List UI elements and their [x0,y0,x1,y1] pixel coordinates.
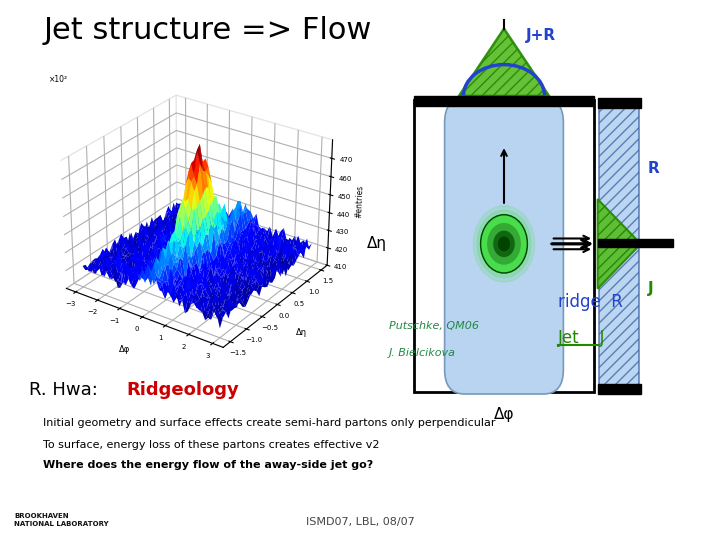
Text: J+R: J+R [526,28,556,43]
Bar [414,100,594,392]
Polygon shape [459,29,549,96]
Text: Putschke, QM06: Putschke, QM06 [389,321,479,332]
Bar [598,98,641,108]
Text: Where does the energy flow of the away-side jet go?: Where does the energy flow of the away-s… [43,460,374,470]
Text: Jet    J: Jet J [558,329,606,347]
Circle shape [481,215,527,273]
Y-axis label: Δη: Δη [296,328,307,337]
Text: Δη: Δη [367,237,387,251]
Text: To surface, energy loss of these partons creates effective v2: To surface, energy loss of these partons… [43,440,379,450]
Bar [414,96,594,106]
Text: Ridgeology: Ridgeology [126,381,239,399]
Text: ISMD07, LBL, 08/07: ISMD07, LBL, 08/07 [305,516,415,526]
Text: R. Hwa:: R. Hwa: [29,381,109,399]
Text: R: R [648,161,660,176]
X-axis label: Δφ: Δφ [119,345,130,354]
Circle shape [498,237,510,251]
Text: Initial geometry and surface effects create semi-hard partons only perpendicular: Initial geometry and surface effects cre… [43,418,495,429]
Text: ridge  R: ridge R [558,293,623,311]
Circle shape [474,206,534,282]
Circle shape [481,215,527,273]
Bar [599,103,639,389]
Circle shape [477,210,531,278]
Text: ×10²: ×10² [49,75,68,84]
Polygon shape [598,199,641,289]
Circle shape [494,231,514,256]
Text: Jet structure => Flow: Jet structure => Flow [43,16,372,45]
Text: BROOKHAVEN
NATIONAL LABORATORY: BROOKHAVEN NATIONAL LABORATORY [14,514,109,526]
Bar [598,239,673,247]
Circle shape [488,224,521,264]
FancyBboxPatch shape [445,98,563,394]
Text: Δφ: Δφ [494,407,514,422]
Bar [598,384,641,394]
Text: J. Bielcikova: J. Bielcikova [389,348,456,359]
Text: J: J [648,281,654,296]
